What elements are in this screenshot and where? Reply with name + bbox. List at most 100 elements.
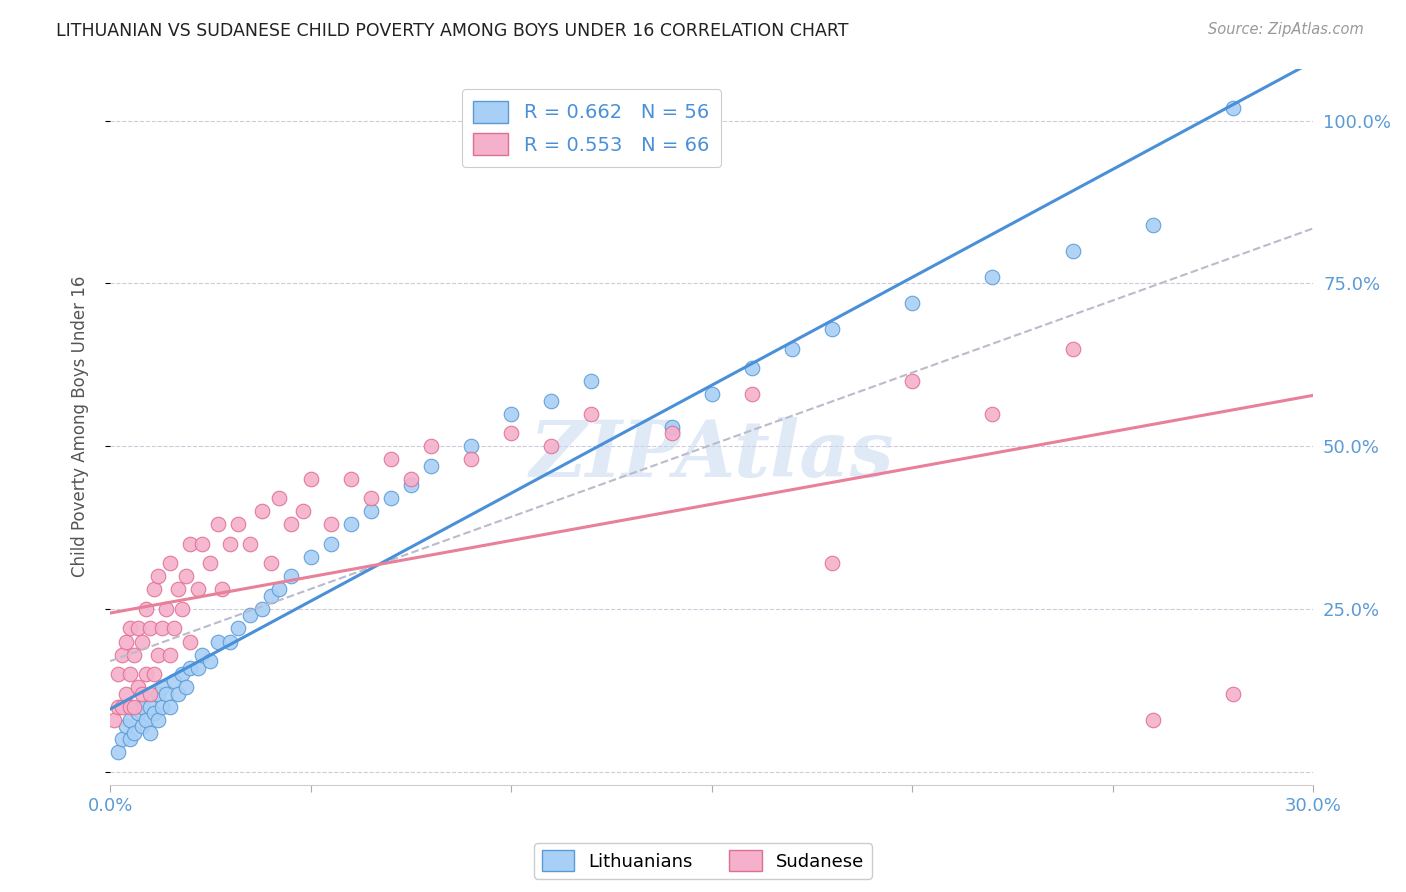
- Point: [122, 725, 145, 739]
- Point: [159, 648, 181, 662]
- Point: [200, 654, 222, 668]
- Point: [540, 393, 562, 408]
- Point: [191, 537, 214, 551]
- Point: [700, 387, 723, 401]
- Point: [148, 648, 170, 662]
- Point: [150, 699, 173, 714]
- Legend: R = 0.662   N = 56, R = 0.553   N = 66: R = 0.662 N = 56, R = 0.553 N = 66: [461, 89, 721, 167]
- Point: [115, 634, 138, 648]
- Point: [252, 602, 274, 616]
- Point: [187, 582, 209, 597]
- Point: [228, 517, 250, 532]
- Point: [167, 687, 190, 701]
- Point: [219, 634, 242, 648]
- Point: [148, 569, 170, 583]
- Point: [139, 699, 162, 714]
- Point: [107, 667, 129, 681]
- Point: [1062, 244, 1084, 258]
- Point: [252, 504, 274, 518]
- Point: [131, 634, 153, 648]
- Point: [131, 699, 153, 714]
- Point: [159, 699, 181, 714]
- Point: [167, 582, 190, 597]
- Point: [163, 673, 186, 688]
- Point: [419, 439, 441, 453]
- Point: [111, 699, 134, 714]
- Point: [741, 387, 763, 401]
- Legend: Lithuanians, Sudanese: Lithuanians, Sudanese: [534, 843, 872, 879]
- Point: [741, 361, 763, 376]
- Point: [159, 557, 181, 571]
- Point: [127, 622, 149, 636]
- Point: [120, 699, 142, 714]
- Point: [150, 680, 173, 694]
- Point: [339, 472, 361, 486]
- Point: [111, 648, 134, 662]
- Point: [399, 472, 422, 486]
- Point: [174, 569, 197, 583]
- Point: [111, 732, 134, 747]
- Point: [200, 557, 222, 571]
- Point: [399, 478, 422, 492]
- Point: [172, 667, 194, 681]
- Point: [239, 537, 262, 551]
- Text: LITHUANIAN VS SUDANESE CHILD POVERTY AMONG BOYS UNDER 16 CORRELATION CHART: LITHUANIAN VS SUDANESE CHILD POVERTY AMO…: [56, 22, 849, 40]
- Point: [103, 713, 125, 727]
- Point: [291, 504, 314, 518]
- Point: [143, 706, 166, 720]
- Point: [1222, 687, 1244, 701]
- Point: [540, 439, 562, 453]
- Point: [179, 660, 201, 674]
- Point: [122, 699, 145, 714]
- Point: [267, 491, 290, 506]
- Point: [259, 589, 281, 603]
- Point: [1142, 218, 1164, 232]
- Point: [280, 517, 302, 532]
- Point: [821, 557, 844, 571]
- Text: Source: ZipAtlas.com: Source: ZipAtlas.com: [1208, 22, 1364, 37]
- Point: [1142, 713, 1164, 727]
- Point: [981, 269, 1004, 284]
- Point: [780, 342, 803, 356]
- Point: [267, 582, 290, 597]
- Point: [259, 557, 281, 571]
- Point: [339, 517, 361, 532]
- Point: [191, 648, 214, 662]
- Point: [131, 687, 153, 701]
- Point: [581, 374, 603, 388]
- Point: [139, 687, 162, 701]
- Point: [211, 582, 233, 597]
- Point: [901, 296, 924, 310]
- Point: [319, 537, 342, 551]
- Point: [1062, 342, 1084, 356]
- Point: [501, 426, 523, 441]
- Point: [460, 439, 482, 453]
- Point: [174, 680, 197, 694]
- Point: [981, 407, 1004, 421]
- Point: [207, 517, 229, 532]
- Point: [319, 517, 342, 532]
- Point: [115, 687, 138, 701]
- Point: [280, 569, 302, 583]
- Point: [148, 687, 170, 701]
- Point: [228, 622, 250, 636]
- Point: [380, 491, 402, 506]
- Point: [901, 374, 924, 388]
- Point: [360, 491, 382, 506]
- Point: [120, 713, 142, 727]
- Point: [207, 634, 229, 648]
- Point: [139, 725, 162, 739]
- Point: [135, 602, 157, 616]
- Text: ZIPAtlas: ZIPAtlas: [530, 417, 894, 493]
- Point: [172, 602, 194, 616]
- Point: [581, 407, 603, 421]
- Point: [501, 407, 523, 421]
- Point: [127, 706, 149, 720]
- Point: [139, 622, 162, 636]
- Point: [120, 622, 142, 636]
- Point: [661, 419, 683, 434]
- Point: [239, 608, 262, 623]
- Point: [1222, 101, 1244, 115]
- Point: [179, 537, 201, 551]
- Point: [115, 719, 138, 733]
